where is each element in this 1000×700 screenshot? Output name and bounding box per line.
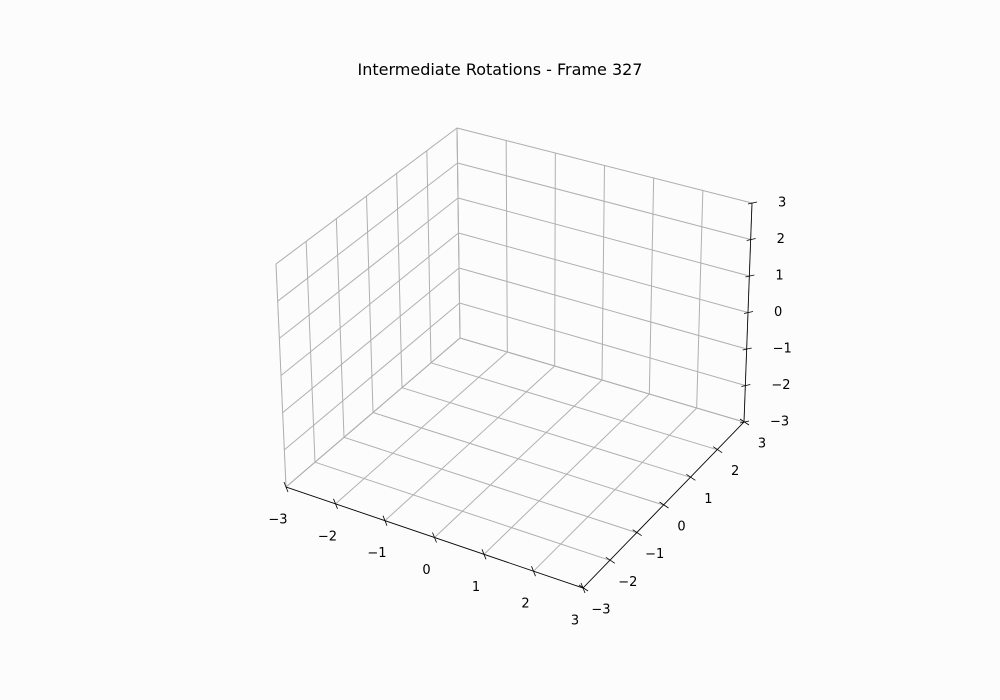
floor-pane: [285, 337, 745, 589]
y-gridline-floor: [430, 362, 718, 451]
z-gridline-side: [279, 197, 459, 339]
y-tick-label: 0: [677, 520, 685, 535]
y-gridline-floor: [343, 436, 637, 534]
x-tick-label: 1: [472, 580, 480, 595]
z-gridline-back: [456, 127, 753, 204]
z-tick: [746, 238, 756, 241]
z-gridline-back: [459, 337, 745, 423]
z-tick: [747, 201, 758, 205]
x-tick: [432, 532, 437, 543]
z-tick: [745, 274, 755, 278]
x-tick-label: 0: [422, 563, 430, 578]
x-tick-label: 3: [571, 614, 579, 629]
z-gridline-side: [280, 232, 459, 376]
x-tick: [333, 498, 338, 509]
z-gridline-back: [459, 302, 746, 386]
y-tick: [605, 557, 616, 564]
x-tick: [481, 549, 487, 560]
z-tick: [741, 384, 751, 387]
y-tick: [712, 446, 723, 453]
z-tick: [743, 311, 754, 314]
x-tick-label: −1: [367, 546, 386, 561]
y-tick-label: 3: [758, 437, 766, 452]
z-gridline-back: [457, 162, 751, 240]
x-tick: [531, 566, 536, 577]
z-tick-label: 1: [775, 269, 783, 284]
y-tick-label: −1: [645, 547, 664, 562]
x-tick: [283, 481, 289, 493]
y-tick: [632, 529, 642, 536]
y-tick-label: 2: [731, 464, 739, 479]
z-tick: [739, 420, 750, 424]
x-tick-label: −2: [318, 529, 337, 544]
z-gridline-back: [457, 197, 750, 277]
x-tick-label: −3: [268, 513, 287, 528]
z-tick-label: 0: [774, 305, 782, 320]
z-gridline-side: [275, 127, 458, 265]
z-tick-label: 2: [777, 232, 785, 247]
y-tick-label: 1: [704, 492, 712, 507]
z-gridline-back: [458, 232, 749, 313]
y-tick: [578, 584, 589, 592]
x-tick-label: 2: [521, 597, 529, 612]
z-gridline-back: [458, 267, 747, 350]
z-gridline-side: [285, 337, 461, 488]
z-tick-label: 3: [778, 196, 786, 211]
z-gridline-side: [282, 267, 460, 414]
y-gridline-floor: [401, 387, 691, 478]
z-tick-label: −2: [771, 378, 790, 393]
y-gridline-floor: [314, 461, 610, 561]
z-gridline-side: [284, 302, 460, 451]
x-tick: [382, 515, 388, 526]
chart-title: Intermediate Rotations - Frame 327: [357, 60, 643, 79]
z-gridline-side: [277, 162, 458, 302]
z-tick-label: −3: [770, 415, 789, 430]
y-tick: [686, 474, 696, 481]
y-gridline-floor: [372, 412, 664, 506]
z-tick-label: −1: [773, 342, 792, 357]
z-tick: [742, 347, 752, 351]
y-tick: [659, 501, 669, 509]
y-tick-label: −3: [591, 603, 610, 618]
y-tick-label: −2: [618, 575, 637, 590]
